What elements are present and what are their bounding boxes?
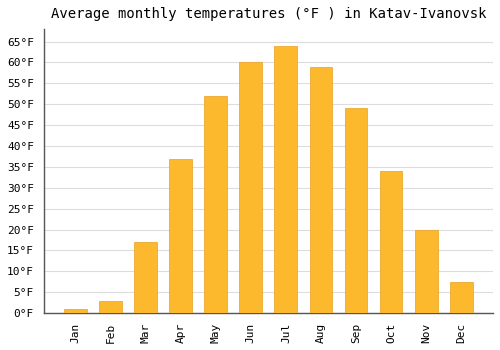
Bar xyxy=(99,301,122,313)
Bar xyxy=(204,96,227,313)
Bar xyxy=(274,46,297,313)
Bar xyxy=(344,108,368,313)
Bar xyxy=(415,230,438,313)
Bar xyxy=(240,62,262,313)
Title: Average monthly temperatures (°F ) in Katav-Ivanovsk: Average monthly temperatures (°F ) in Ka… xyxy=(50,7,486,21)
Bar xyxy=(134,242,157,313)
Bar xyxy=(64,309,87,313)
Bar xyxy=(170,159,192,313)
Bar xyxy=(450,282,472,313)
Bar xyxy=(380,171,402,313)
Bar xyxy=(310,66,332,313)
